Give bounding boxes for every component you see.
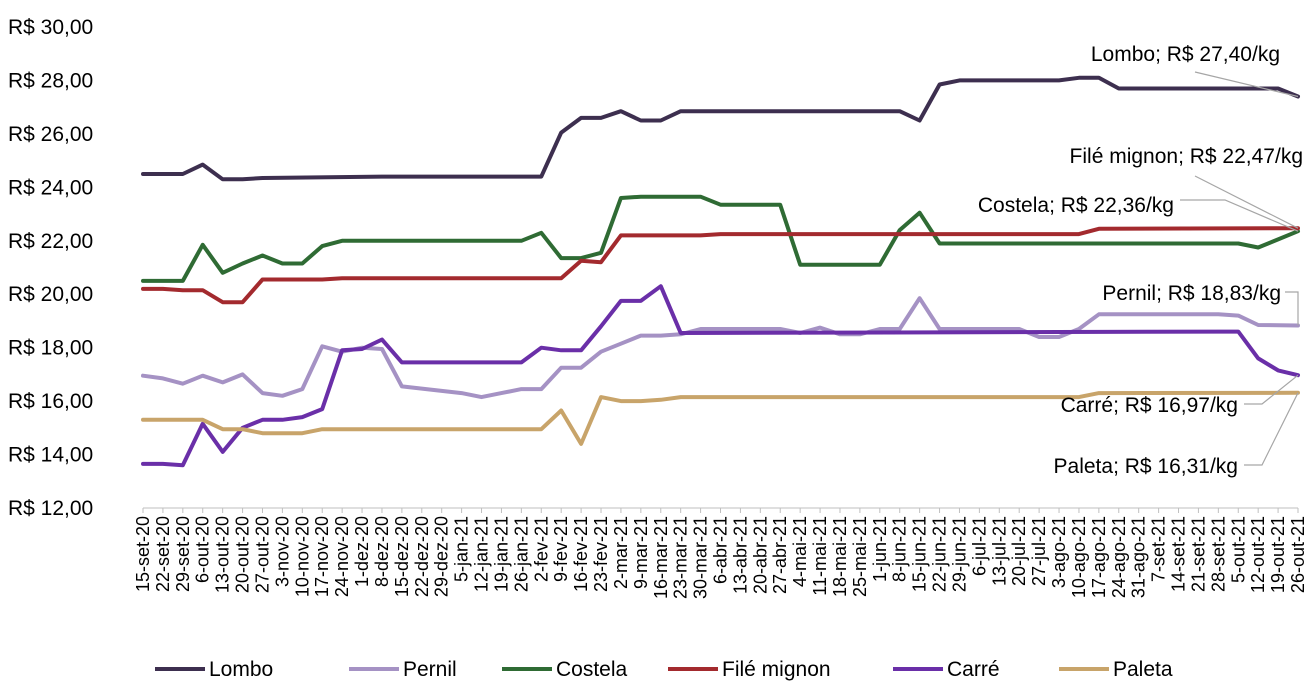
x-tick-label: 15-jun-21 <box>910 516 930 592</box>
annotation-leader-line <box>1285 291 1299 326</box>
data-annotation: Pernil; R$ 18,83/kg <box>1102 282 1281 305</box>
x-tick-label: 20-abr-21 <box>750 516 770 594</box>
series-line-lombo <box>141 75 1300 182</box>
x-tick-label: 29-jun-21 <box>949 516 969 592</box>
y-tick-label: R$ 22,00 <box>8 230 93 253</box>
data-annotation: Lombo; R$ 27,40/kg <box>1091 43 1280 66</box>
x-tick-label: 18-mai-21 <box>830 516 850 597</box>
series-line-fil-mignon <box>141 226 1300 305</box>
x-tick-label: 20-jul-21 <box>1009 516 1029 586</box>
x-tick-label: 19-jan-21 <box>491 516 511 592</box>
legend-label: Costela <box>556 658 628 681</box>
series-line-carr- <box>141 284 1300 468</box>
x-tick-label: 21-set-21 <box>1188 516 1208 592</box>
x-tick-label: 14-set-21 <box>1169 516 1189 592</box>
series-line-paleta <box>141 390 1300 446</box>
x-tick-label: 22-set-20 <box>153 516 173 592</box>
x-tick-label: 3-ago-21 <box>1049 516 1069 588</box>
y-tick-label: R$ 30,00 <box>8 16 93 39</box>
x-tick-label: 15-set-20 <box>133 516 153 592</box>
data-annotation: Carré; R$ 16,97/kg <box>1061 394 1238 417</box>
x-tick-label: 27-jul-21 <box>1029 516 1049 586</box>
annotation-leader-line <box>1244 374 1299 405</box>
y-tick-label: R$ 14,00 <box>8 444 93 467</box>
x-tick-label: 5-jan-21 <box>452 516 472 582</box>
x-tick-label: 6-abr-21 <box>711 516 731 584</box>
x-tick-label: 27-abr-21 <box>770 516 790 594</box>
data-annotation: Costela; R$ 22,36/kg <box>978 194 1174 217</box>
x-tick-label: 15-dez-20 <box>392 516 412 597</box>
y-tick-label: R$ 12,00 <box>8 497 93 520</box>
x-tick-label: 31-ago-21 <box>1129 516 1149 598</box>
x-tick-label: 13-out-20 <box>213 516 233 593</box>
x-tick-label: 19-out-21 <box>1268 516 1288 593</box>
x-tick-label: 8-jun-21 <box>890 516 910 582</box>
x-tick-label: 29-set-20 <box>173 516 193 592</box>
x-tick-label: 23-mar-21 <box>671 516 691 599</box>
x-tick-label: 17-ago-21 <box>1089 516 1109 598</box>
x-tick-label: 25-mai-21 <box>850 516 870 597</box>
x-tick-label: 27-out-20 <box>252 516 272 593</box>
x-tick-label: 6-jul-21 <box>969 516 989 576</box>
x-tick-label: 26-jan-21 <box>511 516 531 592</box>
y-tick-label: R$ 16,00 <box>8 390 93 413</box>
x-tick-label: 24-ago-21 <box>1109 516 1129 598</box>
legend-label: Filé mignon <box>722 658 831 681</box>
x-tick-label: 7-set-21 <box>1149 516 1169 582</box>
legend: Lombo Pernil Costela Filé mignon Carré Paleta <box>155 658 1173 681</box>
x-tick-label: 12-jan-21 <box>472 516 492 592</box>
y-tick-label: R$ 28,00 <box>8 69 93 92</box>
x-tick-label: 10-nov-20 <box>292 516 312 597</box>
x-tick-label: 2-mar-21 <box>611 516 631 589</box>
x-tick-label: 1-dez-20 <box>352 516 372 587</box>
y-tick-label: R$ 26,00 <box>8 123 93 146</box>
y-tick-label: R$ 20,00 <box>8 283 93 306</box>
x-tick-label: 16-mar-21 <box>651 516 671 599</box>
legend-label: Lombo <box>209 658 273 681</box>
x-tick-label: 20-out-20 <box>233 516 253 593</box>
series-line-pernil <box>141 296 1300 400</box>
x-tick-label: 22-dez-20 <box>412 516 432 597</box>
x-tick-label: 6-out-20 <box>193 516 213 583</box>
data-annotations: Lombo; R$ 27,40/kg Filé mignon; R$ 22,47/… <box>978 43 1303 478</box>
x-tick-label: 24-nov-20 <box>332 516 352 597</box>
y-tick-label: R$ 24,00 <box>8 176 93 199</box>
x-tick-label: 22-jun-21 <box>930 516 950 592</box>
x-tick-label: 17-nov-20 <box>312 516 332 597</box>
y-tick-label: R$ 18,00 <box>8 337 93 360</box>
y-axis: R$ 12,00 R$ 14,00 R$ 16,00 R$ 18,00 R$ 20,00… <box>8 16 93 520</box>
x-tick-label: 8-dez-20 <box>372 516 392 587</box>
x-tick-label: 16-fev-21 <box>571 516 591 592</box>
x-tick-label: 13-abr-21 <box>730 516 750 594</box>
annotation-leader-line <box>1194 71 1299 98</box>
annotation-leader-line <box>1180 199 1299 232</box>
x-tick-label: 1-jun-21 <box>870 516 890 582</box>
x-tick-label: 9-mar-21 <box>631 516 651 589</box>
x-tick-label: 2-fev-21 <box>531 516 551 582</box>
x-tick-label: 4-mai-21 <box>790 516 810 587</box>
x-tick-label: 5-out-21 <box>1228 516 1248 583</box>
data-annotation: Paleta; R$ 16,31/kg <box>1054 455 1238 478</box>
x-tick-label: 28-set-21 <box>1208 516 1228 592</box>
x-tick-label: 26-out-21 <box>1288 516 1308 593</box>
legend-label: Paleta <box>1113 658 1173 681</box>
legend-label: Pernil <box>403 658 457 681</box>
annotation-leader-line <box>1244 392 1299 466</box>
legend-label: Carré <box>947 658 1000 681</box>
series-lines <box>141 75 1300 468</box>
x-tick-label: 3-nov-20 <box>272 516 292 587</box>
x-tick-label: 29-dez-20 <box>432 516 452 597</box>
x-tick-label: 11-mai-21 <box>810 516 830 596</box>
x-tick-label: 30-mar-21 <box>691 516 711 599</box>
x-tick-label: 23-fev-21 <box>591 516 611 592</box>
x-axis: 15-set-20 22-set-20 29-set-20 6-out-20 13-ou… <box>133 507 1308 599</box>
annotation-leader-line <box>1194 175 1299 229</box>
x-tick-label: 12-out-21 <box>1248 516 1268 593</box>
x-tick-label: 9-fev-21 <box>551 516 571 582</box>
data-annotation: Filé mignon; R$ 22,47/kg <box>1070 145 1303 168</box>
x-tick-label: 13-jul-21 <box>989 516 1009 586</box>
x-tick-label: 10-ago-21 <box>1069 516 1089 598</box>
series-line-costela <box>141 194 1300 283</box>
